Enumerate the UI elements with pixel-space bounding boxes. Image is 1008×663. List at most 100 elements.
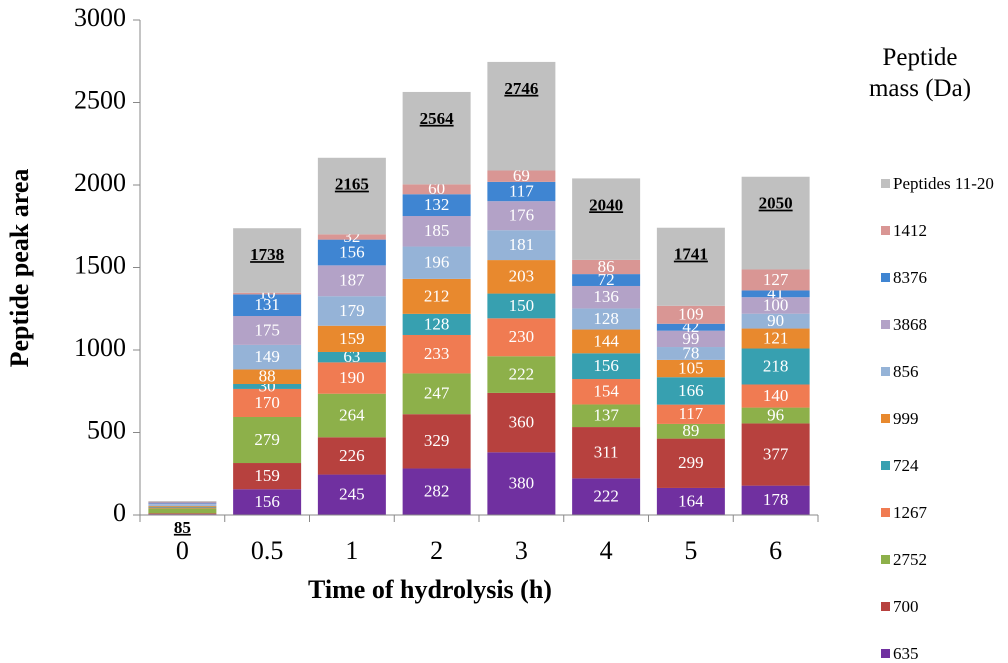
bar-segment <box>148 502 217 504</box>
data-label: 140 <box>763 386 789 405</box>
data-label: 144 <box>593 331 619 350</box>
bar-segment <box>656 438 725 488</box>
data-label: 156 <box>339 242 365 261</box>
legend-item: 8376 <box>881 269 1005 286</box>
bar-segment <box>233 316 302 345</box>
y-tick-label: 1000 <box>74 333 126 362</box>
bar-segment <box>741 348 810 385</box>
data-label: 90 <box>767 311 784 330</box>
bar-segment <box>656 347 725 360</box>
data-label: 132 <box>424 195 450 214</box>
legend-item: 1267 <box>881 504 1005 521</box>
data-label: 203 <box>509 267 535 286</box>
bar-segment <box>656 323 725 331</box>
bar-segment <box>572 329 641 354</box>
x-tick-label: 3 <box>515 536 528 565</box>
data-label: 96 <box>767 405 784 424</box>
bar-segment <box>148 508 217 514</box>
y-tick-label: 0 <box>113 498 126 527</box>
bar-segment <box>402 246 471 279</box>
bar-segment <box>656 227 725 306</box>
bar-segment <box>233 489 302 515</box>
legend-swatch <box>881 508 890 517</box>
bar-segment <box>741 384 810 408</box>
legend-item: 1412 <box>881 222 1005 239</box>
y-tick-label: 1500 <box>74 250 126 279</box>
data-label: 86 <box>598 257 615 276</box>
bar-segment <box>572 274 641 286</box>
data-label: 329 <box>424 431 450 450</box>
data-label: 279 <box>254 430 280 449</box>
bar-segment <box>233 388 302 417</box>
data-label: 175 <box>254 320 280 339</box>
legend-label: 700 <box>893 597 919 616</box>
bar-segment <box>741 423 810 486</box>
bar-segment <box>402 468 471 515</box>
data-label: 159 <box>254 466 280 485</box>
legend-title: Peptide mass (Da) <box>868 44 972 102</box>
legend-label: 2752 <box>893 550 927 569</box>
bar-segment <box>317 234 386 240</box>
bar-segment <box>572 259 641 275</box>
bar-segment <box>656 404 725 424</box>
bar-segment <box>233 228 302 293</box>
bar-segment <box>148 505 217 507</box>
data-label: 121 <box>763 328 789 347</box>
data-label: 154 <box>593 382 619 401</box>
legend-item: 724 <box>881 457 1005 474</box>
total-label: 2040 <box>589 195 623 214</box>
bar-segment <box>148 500 217 502</box>
y-tick-label: 2500 <box>74 85 126 114</box>
bar-segment <box>656 330 725 348</box>
page: Time of hydrolysis (h) Peptide peak area… <box>4 2 1005 662</box>
bar-segment <box>148 504 217 506</box>
bar-segment <box>402 216 471 247</box>
legend-item: 3868 <box>881 315 1005 334</box>
legend-label: 856 <box>893 362 919 381</box>
bar-segment <box>317 265 386 297</box>
total-label: 1738 <box>250 245 284 264</box>
data-label: 190 <box>339 368 365 387</box>
bar-segment <box>402 414 471 469</box>
bar-segment <box>741 485 810 515</box>
data-label: 218 <box>763 356 789 375</box>
legend-label: 999 <box>893 409 919 428</box>
bar-segment <box>233 369 302 384</box>
bar-segment <box>487 260 556 294</box>
data-label: 136 <box>593 287 619 306</box>
legend-label: 3868 <box>893 315 927 334</box>
bar-segment <box>317 325 386 352</box>
bar-segment <box>572 285 641 309</box>
y-tick-label: 500 <box>87 415 126 444</box>
bar-segment <box>402 334 471 374</box>
bar-segment <box>148 503 217 505</box>
bar-segment <box>741 297 810 314</box>
x-tick-label: 0.5 <box>251 536 284 565</box>
bar-segment <box>317 474 386 515</box>
legend-swatch <box>881 649 890 658</box>
legend-label: 635 <box>893 644 919 663</box>
bar-segment <box>402 91 471 185</box>
data-label: 150 <box>509 296 535 315</box>
bar-segment <box>487 392 556 453</box>
data-label: 99 <box>682 329 699 348</box>
bar-segment <box>233 294 302 317</box>
bar-segment <box>317 393 386 438</box>
data-label: 128 <box>593 309 619 328</box>
bar-segment <box>487 181 556 202</box>
bar-segment <box>741 328 810 349</box>
data-label: 100 <box>763 295 789 314</box>
data-label: 245 <box>339 485 365 504</box>
total-label: 2564 <box>420 109 455 128</box>
bar-segment <box>572 379 641 405</box>
bar-segment <box>317 239 386 266</box>
bar-segment <box>572 478 641 515</box>
data-label: 166 <box>678 381 704 400</box>
bar-segment <box>487 170 556 182</box>
data-label: 181 <box>509 235 535 254</box>
legend-item: 2752 <box>881 550 1005 569</box>
legend-swatch <box>881 273 890 282</box>
bar-segment <box>572 404 641 428</box>
data-label: 69 <box>513 166 530 185</box>
data-label: 88 <box>259 367 276 386</box>
